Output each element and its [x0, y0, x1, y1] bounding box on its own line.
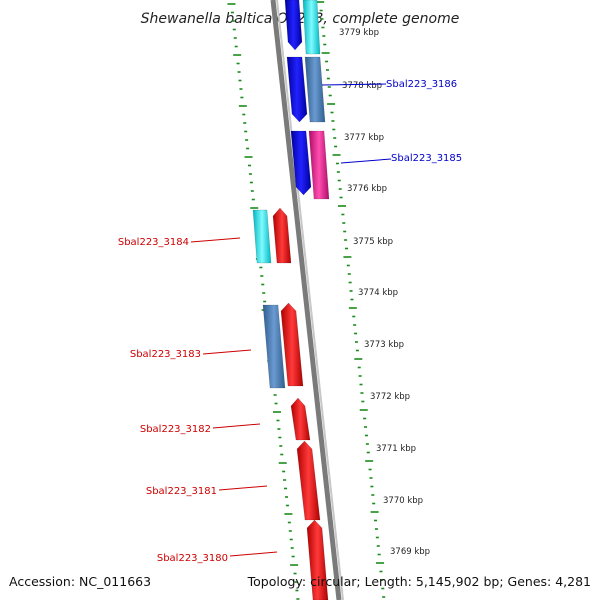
- gene-label-sbal223-3184[interactable]: Sbal223_3184: [118, 237, 189, 248]
- gene-magenta-1[interactable]: [308, 130, 330, 200]
- gene-label-sbal223-3186[interactable]: Sbal223_3186: [386, 79, 457, 90]
- gene-features: [252, 0, 330, 600]
- scale-tick-label: 3772 kbp: [370, 392, 410, 402]
- scale-tick-label: 3770 kbp: [383, 496, 423, 506]
- gene-cyan-1[interactable]: [302, 0, 321, 55]
- accession-text: Accession: NC_011663: [9, 574, 151, 589]
- leader-line: [202, 349, 252, 355]
- gene-label-sbal223-3182[interactable]: Sbal223_3182: [140, 424, 211, 435]
- scale-tick-label: 3774 kbp: [358, 288, 398, 298]
- gene-red-5[interactable]: [306, 519, 329, 600]
- gene-red-3[interactable]: [290, 397, 311, 441]
- leader-line: [229, 551, 278, 557]
- scale-tick-label: 3777 kbp: [344, 133, 384, 143]
- gene-red-1[interactable]: [272, 207, 292, 264]
- gene-labels: Sbal223_3186 Sbal223_3185 Sbal223_3184 S…: [118, 79, 462, 564]
- gene-blue-2[interactable]: [286, 56, 308, 123]
- gene-red-2[interactable]: [280, 302, 304, 387]
- gene-label-sbal223-3183[interactable]: Sbal223_3183: [130, 349, 201, 360]
- gene-steel-2[interactable]: [262, 304, 286, 389]
- leader-line: [321, 83, 387, 86]
- backbone-strand-light: [276, 0, 344, 600]
- backbone-strand-dark: [270, 0, 342, 600]
- gc-content-ring-outer: [316, 1, 386, 598]
- scale-tick-label: 3771 kbp: [376, 444, 416, 454]
- gene-cyan-2[interactable]: [252, 209, 272, 264]
- gene-label-sbal223-3185[interactable]: Sbal223_3185: [391, 153, 462, 164]
- gc-content-ring-inner: [227, 3, 300, 600]
- scale-tick-label: 3775 kbp: [353, 237, 393, 247]
- leader-line: [340, 158, 392, 164]
- leader-line: [212, 423, 261, 429]
- scale-tick-label: 3773 kbp: [364, 340, 404, 350]
- gene-label-sbal223-3181[interactable]: Sbal223_3181: [146, 486, 217, 497]
- leader-line: [218, 485, 268, 491]
- gene-steel-1[interactable]: [304, 56, 326, 123]
- gene-blue-1[interactable]: [284, 0, 303, 51]
- topology-summary: Topology: circular; Length: 5,145,902 bp…: [247, 574, 591, 589]
- scale-ring: 3779 kbp 3778 kbp 3777 kbp 3776 kbp 3775…: [339, 28, 430, 557]
- gene-blue-3[interactable]: [290, 130, 312, 196]
- scale-tick-label: 3779 kbp: [339, 28, 379, 38]
- gene-label-sbal223-3180[interactable]: Sbal223_3180: [157, 553, 228, 564]
- leader-line: [190, 237, 241, 243]
- scale-tick-label: 3778 kbp: [342, 81, 382, 91]
- gene-red-4[interactable]: [296, 440, 321, 521]
- scale-tick-label: 3776 kbp: [347, 184, 387, 194]
- scale-tick-label: 3769 kbp: [390, 547, 430, 557]
